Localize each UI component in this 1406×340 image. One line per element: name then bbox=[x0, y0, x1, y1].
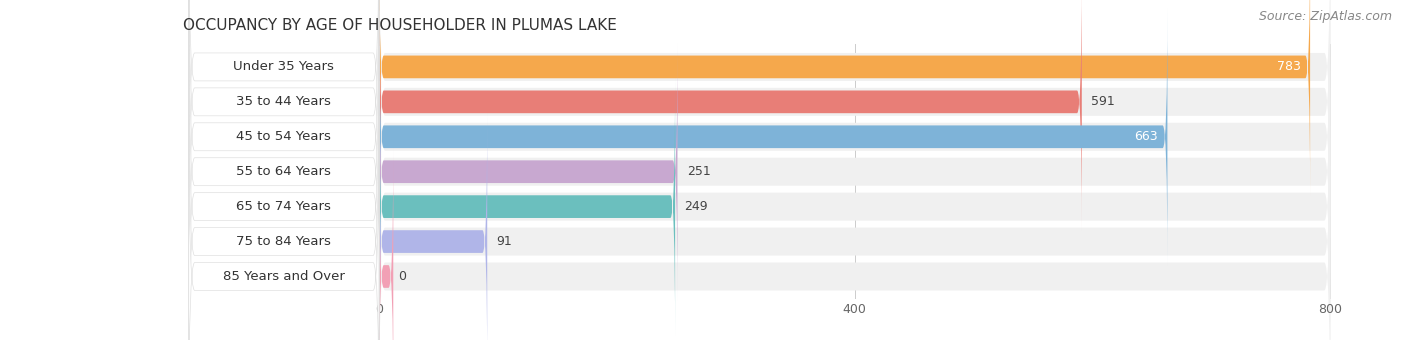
FancyBboxPatch shape bbox=[380, 148, 394, 340]
FancyBboxPatch shape bbox=[380, 0, 1330, 262]
FancyBboxPatch shape bbox=[380, 0, 1081, 230]
Text: 75 to 84 Years: 75 to 84 Years bbox=[236, 235, 332, 248]
FancyBboxPatch shape bbox=[380, 78, 675, 335]
FancyBboxPatch shape bbox=[188, 11, 380, 333]
FancyBboxPatch shape bbox=[380, 113, 488, 340]
Text: 91: 91 bbox=[496, 235, 512, 248]
FancyBboxPatch shape bbox=[188, 0, 380, 262]
Text: Under 35 Years: Under 35 Years bbox=[233, 61, 335, 73]
FancyBboxPatch shape bbox=[188, 0, 380, 298]
Text: 85 Years and Over: 85 Years and Over bbox=[224, 270, 344, 283]
Text: 65 to 74 Years: 65 to 74 Years bbox=[236, 200, 332, 213]
FancyBboxPatch shape bbox=[188, 81, 380, 340]
FancyBboxPatch shape bbox=[380, 0, 1330, 298]
Text: OCCUPANCY BY AGE OF HOUSEHOLDER IN PLUMAS LAKE: OCCUPANCY BY AGE OF HOUSEHOLDER IN PLUMA… bbox=[183, 18, 617, 33]
Text: 249: 249 bbox=[685, 200, 709, 213]
Text: 0: 0 bbox=[398, 270, 406, 283]
FancyBboxPatch shape bbox=[380, 8, 1167, 265]
FancyBboxPatch shape bbox=[380, 0, 1330, 227]
FancyBboxPatch shape bbox=[380, 116, 1330, 340]
FancyBboxPatch shape bbox=[188, 46, 380, 340]
Text: 55 to 64 Years: 55 to 64 Years bbox=[236, 165, 332, 178]
FancyBboxPatch shape bbox=[188, 116, 380, 340]
Text: 783: 783 bbox=[1277, 61, 1301, 73]
Text: Source: ZipAtlas.com: Source: ZipAtlas.com bbox=[1258, 10, 1392, 23]
FancyBboxPatch shape bbox=[380, 0, 1310, 195]
Text: 591: 591 bbox=[1091, 95, 1115, 108]
Text: 251: 251 bbox=[688, 165, 710, 178]
FancyBboxPatch shape bbox=[380, 43, 678, 300]
FancyBboxPatch shape bbox=[380, 46, 1330, 340]
FancyBboxPatch shape bbox=[380, 81, 1330, 340]
Text: 45 to 54 Years: 45 to 54 Years bbox=[236, 130, 332, 143]
Text: 35 to 44 Years: 35 to 44 Years bbox=[236, 95, 332, 108]
Text: 663: 663 bbox=[1135, 130, 1159, 143]
FancyBboxPatch shape bbox=[188, 0, 380, 227]
FancyBboxPatch shape bbox=[380, 11, 1330, 333]
